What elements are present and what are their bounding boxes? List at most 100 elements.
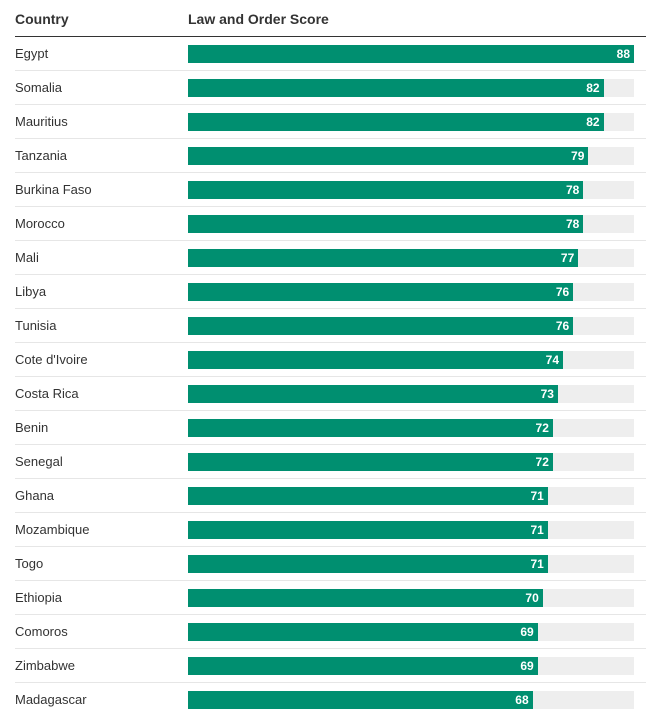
table-header: Country Law and Order Score: [15, 0, 646, 37]
table-row: Egypt 88: [15, 37, 646, 71]
score-value-label: 76: [555, 319, 570, 333]
score-bar: 71: [188, 487, 548, 505]
table-row: Tanzania 79: [15, 139, 646, 173]
score-value-label: 73: [540, 387, 554, 401]
score-bar: 76: [188, 283, 574, 301]
score-bar: 71: [188, 555, 548, 573]
score-bar: 88: [188, 45, 634, 63]
country-label: Zimbabwe: [15, 658, 75, 673]
bar-track: 72: [188, 419, 634, 437]
table-row: Senegal 72: [15, 445, 646, 479]
table-row: Cote d'Ivoire 74: [15, 343, 646, 377]
table-row: Madagascar 68: [15, 683, 646, 717]
score-value-label: 78: [565, 217, 580, 231]
table-row: Comoros 69: [15, 615, 646, 649]
score-bar: 69: [188, 657, 538, 675]
country-label: Costa Rica: [15, 386, 79, 401]
country-label: Madagascar: [15, 692, 87, 707]
score-value-label: 88: [616, 47, 630, 61]
score-bar: 68: [188, 691, 533, 709]
country-label: Morocco: [15, 216, 65, 231]
score-value-label: 71: [530, 557, 544, 571]
score-value-label: 79: [571, 149, 585, 163]
country-label: Senegal: [15, 454, 63, 469]
bar-track: 82: [188, 113, 634, 131]
score-value-label: 72: [535, 455, 549, 469]
score-value-label: 82: [586, 81, 600, 95]
score-bar: 70: [188, 589, 543, 607]
table-rows: Egypt 88 Somalia 82 Mauritius 82 Tanzania 79 Bur…: [0, 37, 657, 717]
bar-track: 71: [188, 555, 634, 573]
table-row: Ghana 71: [15, 479, 646, 513]
score-value-label: 72: [535, 421, 549, 435]
table-row: Tunisia 76: [15, 309, 646, 343]
country-label: Mozambique: [15, 522, 90, 537]
score-bar: 78: [188, 181, 584, 199]
score-bar: 76: [188, 317, 574, 335]
score-bar: 69: [188, 623, 538, 641]
score-bar: 72: [188, 419, 553, 437]
bar-track: 69: [188, 623, 634, 641]
country-label: Libya: [15, 284, 47, 299]
score-bar: 71: [188, 521, 548, 539]
score-value-label: 69: [520, 625, 534, 639]
bar-track: 72: [188, 453, 634, 471]
country-label: Egypt: [15, 46, 49, 61]
bar-track: 69: [188, 657, 634, 675]
bar-track: 88: [188, 45, 634, 63]
bar-track: 82: [188, 79, 634, 97]
score-value-label: 69: [520, 659, 534, 673]
country-label: Mali: [15, 250, 39, 265]
table-row: Benin 72: [15, 411, 646, 445]
score-value-label: 71: [530, 489, 544, 503]
country-label: Somalia: [15, 80, 62, 95]
country-label: Ethiopia: [15, 590, 62, 605]
bar-track: 77: [188, 249, 634, 267]
score-value-label: 71: [530, 523, 544, 537]
table-row: Somalia 82: [15, 71, 646, 105]
score-bar: 82: [188, 113, 604, 131]
bar-track: 76: [188, 283, 634, 301]
score-value-label: 77: [560, 251, 575, 265]
score-bar: 73: [188, 385, 558, 403]
country-label: Ghana: [15, 488, 55, 503]
score-bar: 72: [188, 453, 553, 471]
bar-track: 76: [188, 317, 634, 335]
table-row: Libya 76: [15, 275, 646, 309]
country-label: Cote d'Ivoire: [15, 352, 88, 367]
country-label: Benin: [15, 420, 49, 435]
score-bar: 82: [188, 79, 604, 97]
bar-track: 71: [188, 521, 634, 539]
score-value-label: 74: [545, 353, 560, 367]
country-label: Mauritius: [15, 114, 68, 129]
table-row: Zimbabwe 69: [15, 649, 646, 683]
bar-track: 79: [188, 147, 634, 165]
bar-track: 71: [188, 487, 634, 505]
country-label: Tanzania: [15, 148, 68, 163]
bar-track: 78: [188, 181, 634, 199]
bar-track: 70: [188, 589, 634, 607]
country-label: Comoros: [15, 624, 68, 639]
table-row: Morocco 78: [15, 207, 646, 241]
score-value-label: 76: [555, 285, 570, 299]
score-value-label: 70: [525, 591, 539, 605]
table-row: Togo 71: [15, 547, 646, 581]
bar-track: 68: [188, 691, 634, 709]
table-row: Mozambique 71: [15, 513, 646, 547]
country-label: Togo: [15, 556, 44, 571]
score-bar: 77: [188, 249, 579, 267]
table-row: Ethiopia 70: [15, 581, 646, 615]
score-bar: 74: [188, 351, 564, 369]
score-value-label: 68: [515, 693, 529, 707]
bar-track: 78: [188, 215, 634, 233]
bar-track: 73: [188, 385, 634, 403]
country-column-header: Country: [15, 11, 69, 27]
country-label: Burkina Faso: [15, 182, 92, 197]
table-row: Mali 77: [15, 241, 646, 275]
table-row: Costa Rica 73: [15, 377, 646, 411]
table-row: Mauritius 82: [15, 105, 646, 139]
table-row: Burkina Faso 78: [15, 173, 646, 207]
bar-track: 74: [188, 351, 634, 369]
score-value-label: 78: [565, 183, 580, 197]
